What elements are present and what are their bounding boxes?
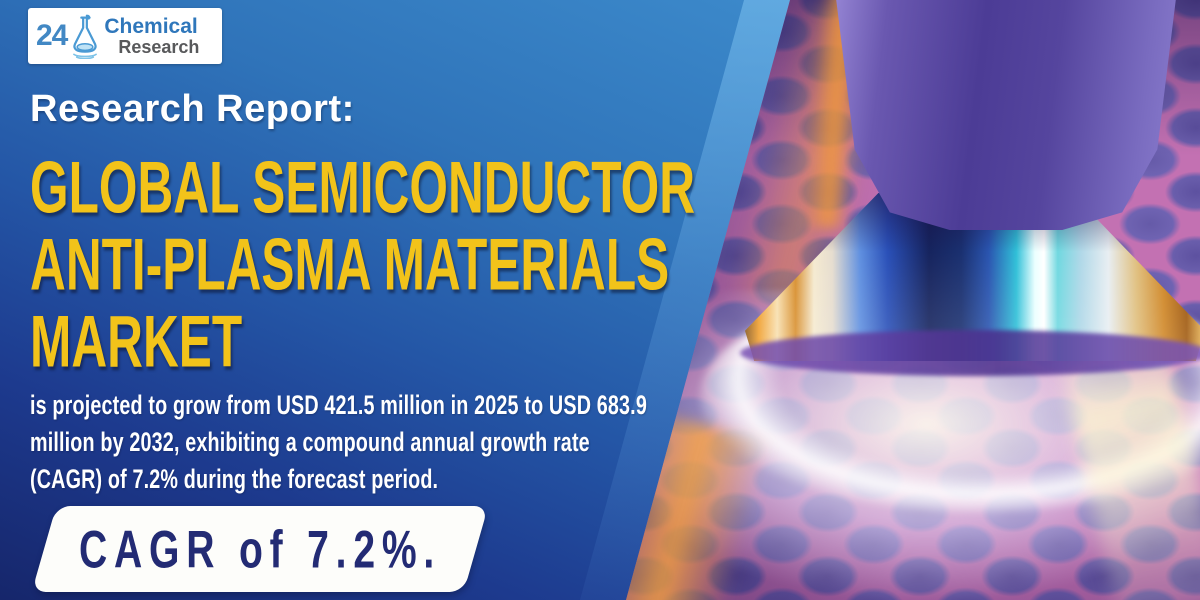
report-headline: GLOBAL SEMICONDUCTOR ANTI-PLASMA MATERIA… <box>30 148 730 383</box>
equipment-column <box>833 0 1179 230</box>
erlenmeyer-flask-icon <box>73 14 98 59</box>
logo-line-chemical: Chemical <box>104 15 198 39</box>
logo-wordmark: Chemical Research <box>104 16 199 56</box>
brand-logo: 24 Chemical Research <box>28 8 222 64</box>
headline-line-3: MARKET <box>30 301 243 384</box>
logo-number: 24 <box>36 19 68 52</box>
market-forecast-paragraph: is projected to grow from USD 421.5 mill… <box>30 389 647 495</box>
cagr-badge-label: CAGR of 7.2%. <box>78 519 442 579</box>
market-forecast-paragraph-wrap: is projected to grow from USD 421.5 mill… <box>30 386 670 494</box>
headline-line-2: ANTI-PLASMA MATERIALS <box>30 224 670 307</box>
headline-line-1: GLOBAL SEMICONDUCTOR <box>30 147 696 230</box>
cone-base-rim <box>740 330 1200 376</box>
cagr-badge: CAGR of 7.2%. <box>31 506 489 592</box>
kicker-research-report: Research Report: <box>30 88 355 130</box>
logo-line-research: Research <box>118 36 200 57</box>
